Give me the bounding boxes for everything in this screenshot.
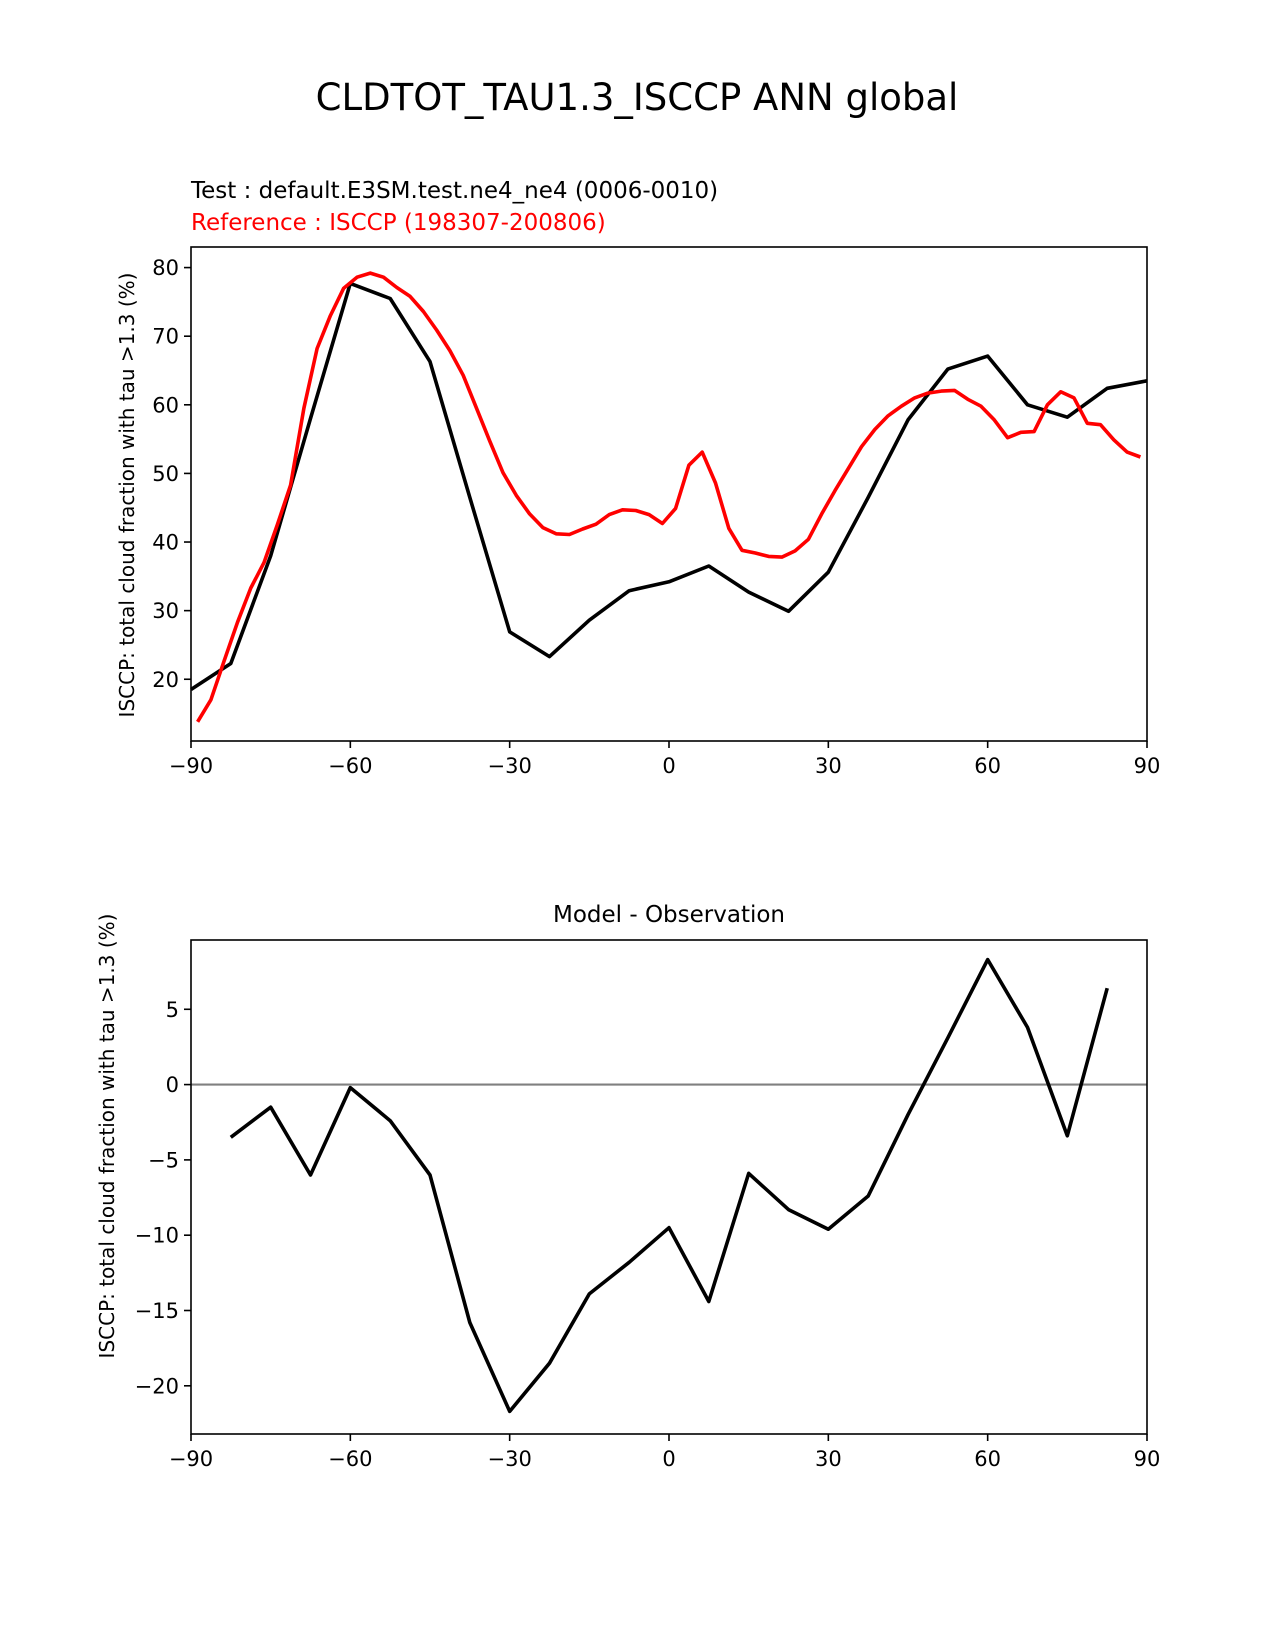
x-tick-label: −60: [328, 754, 372, 778]
y-tick-label: 80: [152, 256, 179, 280]
y-tick-label: 5: [166, 998, 179, 1022]
y-tick-label: 30: [152, 599, 179, 623]
figure-title: CLDTOT_TAU1.3_ISCCP ANN global: [316, 76, 959, 119]
y-tick-label: 70: [152, 325, 179, 349]
x-tick-label: 60: [974, 1447, 1001, 1471]
y-tick-label: 50: [152, 462, 179, 486]
x-tick-label: −90: [169, 754, 213, 778]
bottom-y-axis-label: ISCCP: total cloud fraction with tau >1.…: [95, 914, 119, 1359]
bottom-chart-title: Model - Observation: [553, 902, 785, 928]
bottom-chart-panel: −90 −60 −30 0 30 60 90 −20 −15 −10 −5 0 5: [135, 939, 1161, 1471]
y-tick-label: −10: [135, 1224, 179, 1248]
x-tick-label: 0: [662, 754, 675, 778]
top-chart-panel: −90 −60 −30 0 30 60 90 20 30 40 50 60 70 80: [152, 246, 1161, 778]
axes-frame: [190, 939, 1148, 1435]
y-tick-label: 40: [152, 531, 179, 555]
x-tick-label: 0: [662, 1447, 675, 1471]
x-tick-label: 90: [1134, 754, 1161, 778]
series-line-model-observation: [229, 957, 1109, 1414]
y-tick-label: −15: [135, 1299, 179, 1323]
x-tick-label: −90: [169, 1447, 213, 1471]
y-tick-label: −5: [148, 1148, 179, 1172]
y-tick-label: −20: [135, 1374, 179, 1398]
test-label: Test : default.E3SM.test.ne4_ne4 (0006-0…: [190, 178, 718, 204]
axes-frame: [190, 246, 1148, 742]
y-tick-label: 20: [152, 668, 179, 692]
x-tick-label: −30: [488, 1447, 532, 1471]
x-tick-label: −30: [488, 754, 532, 778]
x-tick-label: 30: [815, 754, 842, 778]
top-y-axis-label: ISCCP: total cloud fraction with tau >1.…: [115, 273, 139, 718]
x-tick-label: 90: [1134, 1447, 1161, 1471]
x-tick-label: −60: [328, 1447, 372, 1471]
series-line-test: [190, 281, 1148, 692]
series-line-reference: [196, 271, 1142, 723]
x-tick-label: 60: [974, 754, 1001, 778]
y-tick-label: 0: [166, 1073, 179, 1097]
y-tick-label: 60: [152, 393, 179, 417]
reference-label: Reference : ISCCP (198307-200806): [191, 210, 606, 236]
x-tick-label: 30: [815, 1447, 842, 1471]
